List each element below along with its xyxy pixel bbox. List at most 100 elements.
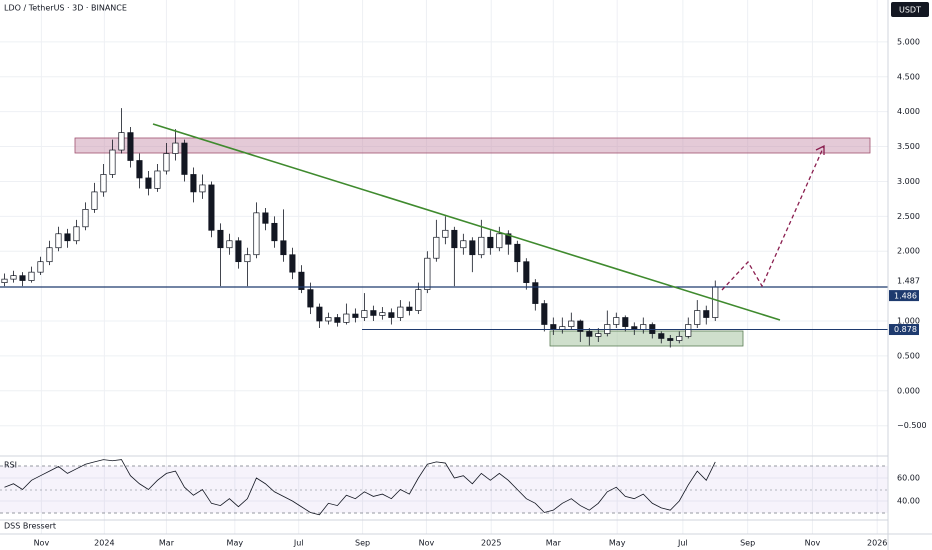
candle-body xyxy=(442,229,449,238)
candle-body xyxy=(226,240,233,249)
candle-body xyxy=(451,229,458,249)
y-tick-label: 4.000 xyxy=(897,107,920,116)
candle-body xyxy=(712,286,719,318)
candle-body xyxy=(190,174,197,193)
candle-body xyxy=(172,142,179,154)
candle-body xyxy=(496,233,503,249)
candle-body xyxy=(577,320,584,332)
candle-body xyxy=(37,261,44,273)
candle-body xyxy=(181,142,188,175)
y-tick-label: 40.00 xyxy=(897,496,920,505)
trendline xyxy=(152,123,781,321)
candle-body xyxy=(640,324,647,330)
y-tick-label: 3.500 xyxy=(897,142,920,151)
chart-title: LDO / TetherUS · 3D · BINANCE xyxy=(4,4,127,13)
candle-body xyxy=(136,160,143,179)
candle-body xyxy=(163,153,170,172)
candle-body xyxy=(199,184,206,193)
candle-body xyxy=(280,240,287,256)
candle-body xyxy=(19,275,26,281)
candle-body xyxy=(289,254,296,273)
candle-body xyxy=(217,229,224,249)
y-tick-label: 2.500 xyxy=(897,212,920,221)
candle-body xyxy=(325,317,332,322)
candle-body xyxy=(262,212,269,224)
rsi-line xyxy=(4,459,716,516)
x-tick-label: Sep xyxy=(355,539,370,548)
footer: DSS Bressert xyxy=(4,522,56,531)
candle-body xyxy=(397,306,404,318)
candle-body xyxy=(64,233,71,242)
y-tick-label: 3.000 xyxy=(897,177,920,186)
candle-body xyxy=(28,271,35,281)
candle-body xyxy=(667,338,674,341)
candle-body xyxy=(460,240,467,249)
candle-body xyxy=(361,310,368,318)
y-tick-label: 1.000 xyxy=(897,317,920,326)
y-tick-label: 60.00 xyxy=(897,474,920,483)
candle-body xyxy=(73,226,80,242)
candle-body xyxy=(622,317,629,327)
y-tick-label: −0.500 xyxy=(897,421,927,430)
candle-body xyxy=(109,149,116,175)
candle-body xyxy=(154,170,161,189)
price-label: 1.487 xyxy=(897,277,920,286)
x-tick-label: 2025 xyxy=(481,539,501,548)
candle-body xyxy=(469,240,476,256)
candle-body xyxy=(550,324,557,330)
candle-body xyxy=(352,313,359,318)
candle-body xyxy=(631,326,638,330)
y-tick-label: 4.500 xyxy=(897,72,920,81)
candle-body xyxy=(46,247,53,263)
candle-body xyxy=(613,317,620,325)
candle-body xyxy=(235,240,242,263)
candle-body xyxy=(10,275,17,280)
y-tick-label: 0.500 xyxy=(897,351,920,360)
x-tick-label: 2024 xyxy=(94,539,114,548)
x-tick-label: Nov xyxy=(805,539,821,548)
price-tag xyxy=(889,324,919,336)
y-tick-label: 5.000 xyxy=(897,37,920,46)
candle-body xyxy=(568,320,575,327)
candle-body xyxy=(532,282,539,304)
candle-body xyxy=(478,236,485,256)
candle-body xyxy=(487,236,494,249)
candle-body xyxy=(91,191,98,210)
candle-body xyxy=(586,331,593,337)
x-tick-label: Sep xyxy=(740,539,755,548)
price-tag xyxy=(889,290,919,302)
candle-body xyxy=(127,132,134,161)
price-label: 1.486 xyxy=(894,292,917,301)
candle-body xyxy=(658,333,665,339)
candle-body xyxy=(253,212,260,256)
candle-body xyxy=(334,317,341,323)
resistance-zone xyxy=(74,137,871,154)
candle-body xyxy=(379,312,386,316)
x-tick-label: Mar xyxy=(546,539,562,548)
candle-body xyxy=(523,261,530,283)
candle-body xyxy=(298,271,305,290)
candle-body xyxy=(388,312,395,318)
candle-body xyxy=(82,209,89,228)
rsi-band xyxy=(0,466,888,513)
x-tick-label: 2026 xyxy=(867,539,887,548)
candle-body xyxy=(145,177,152,189)
candle-body xyxy=(343,313,350,323)
x-tick-label: May xyxy=(227,539,244,548)
price-label: 0.878 xyxy=(894,325,917,334)
currency[interactable]: USDT xyxy=(899,6,921,15)
candle-body xyxy=(100,174,107,193)
candle-body xyxy=(559,326,566,330)
candle-body xyxy=(208,184,215,231)
y-tick-label: 2.000 xyxy=(897,247,920,256)
projection-arrow xyxy=(815,144,825,155)
x-tick-label: May xyxy=(609,539,626,548)
candle-body xyxy=(415,289,422,311)
candle-body xyxy=(406,306,413,311)
rsi-title: RSI xyxy=(4,461,17,470)
currency-button[interactable] xyxy=(891,2,929,17)
projection xyxy=(721,145,825,291)
candle-body xyxy=(118,132,125,151)
candle-body xyxy=(505,233,512,245)
candle-body xyxy=(424,257,431,290)
